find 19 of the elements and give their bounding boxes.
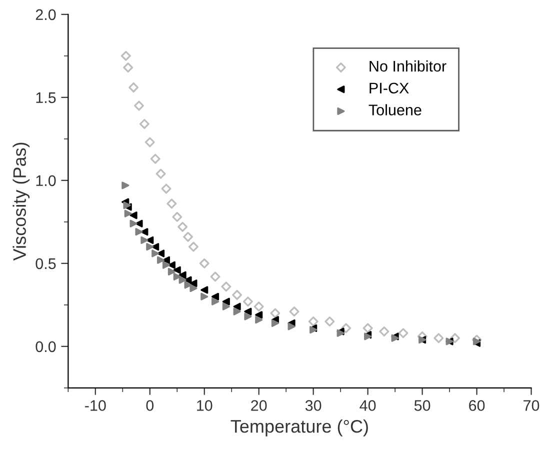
x-tick-label: 20 (251, 400, 267, 411)
x-axis-title: Temperature (°C) (230, 420, 368, 436)
x-tick-label: 0 (146, 400, 154, 411)
x-tick-label: 30 (305, 400, 322, 411)
x-tick-label: 70 (524, 400, 540, 411)
x-tick-label: 10 (197, 400, 212, 411)
x-tick-label: 60 (469, 400, 485, 411)
y-tick-label: 1.5 (36, 92, 56, 104)
x-tick-label: -10 (85, 400, 106, 411)
y-tick-label: 2.0 (36, 9, 56, 20)
x-tick-label: 40 (360, 400, 376, 411)
legend-label: PI-CX (370, 82, 409, 94)
x-tick-label: 50 (414, 400, 430, 411)
legend-label: No Inhibitor (370, 60, 446, 72)
y-axis-title: Viscosity (Pas) (12, 142, 30, 261)
legend-label: Toluene (368, 104, 422, 116)
y-tick-label: 0.5 (36, 258, 56, 270)
y-tick-label: 1.0 (36, 175, 56, 186)
y-tick-label: 0.0 (36, 341, 56, 352)
